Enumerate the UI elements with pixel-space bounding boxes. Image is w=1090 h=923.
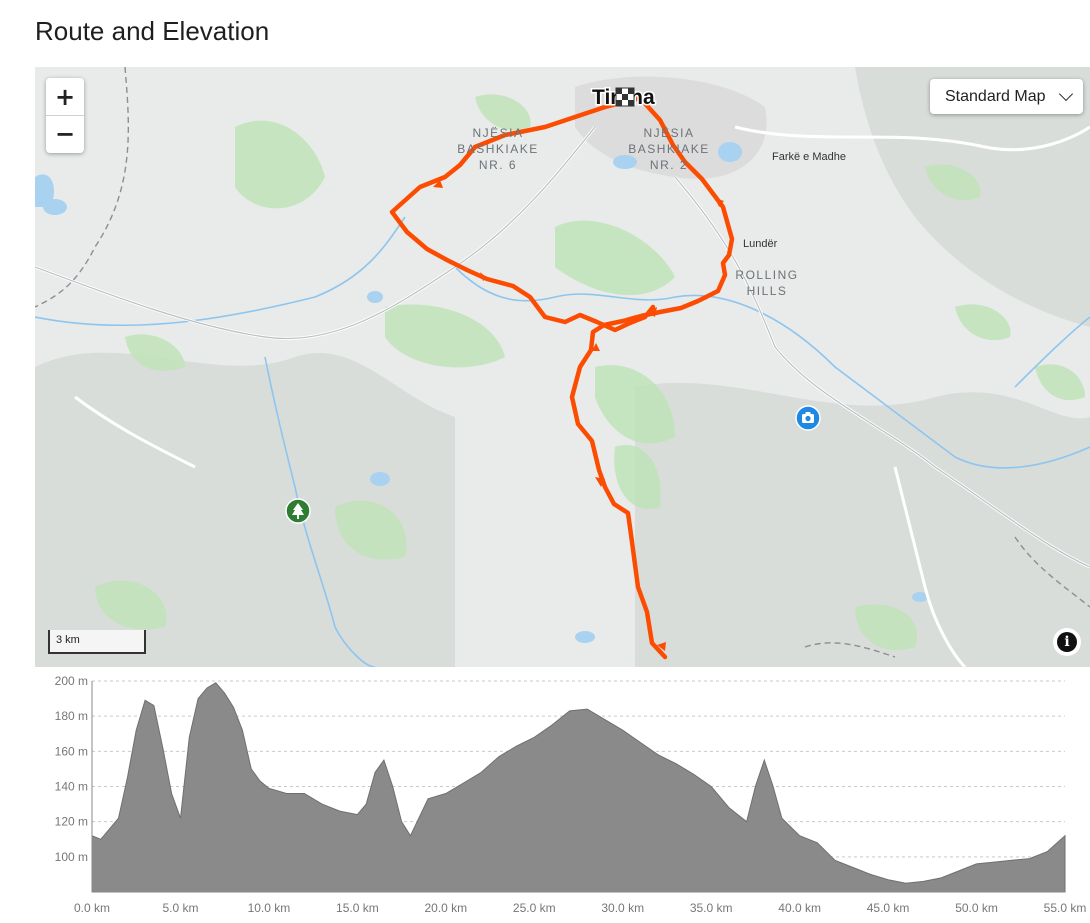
label-district2-line2: BASHKIAKE [628,142,710,156]
page-title: Route and Elevation [35,16,270,46]
label-rolling-line1: ROLLING [735,268,798,282]
label-rolling-line2: HILLS [747,284,788,298]
x-tick-label: 40.0 km [778,901,821,915]
y-tick-label: 180 m [55,709,88,723]
zoom-out-button[interactable]: − [46,115,84,152]
x-tick-label: 45.0 km [867,901,910,915]
checkered-flag-icon[interactable] [615,87,635,107]
label-district6-line3: NR. 6 [479,158,517,172]
zoom-controls: + − [46,78,84,153]
map-type-select[interactable]: Standard Map [930,79,1083,114]
x-tick-label: 20.0 km [424,901,467,915]
elevation-chart[interactable]: 200 m 180 m 160 m 140 m 120 m 100 m 0.0 km 5.0 … [0,667,1090,923]
y-tick-label: 200 m [55,674,88,688]
y-tick-label: 160 m [55,744,88,758]
x-tick-label: 5.0 km [162,901,198,915]
x-tick-label: 35.0 km [690,901,733,915]
x-tick-label: 50.0 km [955,901,998,915]
label-district6-line2: BASHKIAKE [457,142,539,156]
camera-icon[interactable] [795,405,821,431]
x-tick-label: 30.0 km [601,901,644,915]
map-type-label: Standard Map [945,87,1046,105]
y-tick-label: 140 m [55,780,88,794]
route-map[interactable]: NJËSIA BASHKIAKE NR. 6 NJËSIA BASHKIAKE … [35,67,1090,667]
info-button[interactable]: i [1053,628,1081,656]
x-tick-label: 10.0 km [248,901,291,915]
elevation-area [91,682,1066,893]
label-farke: Farkë e Madhe [772,151,846,163]
info-icon: i [1057,632,1077,652]
x-tick-label: 15.0 km [336,901,379,915]
x-tick-label: 25.0 km [513,901,556,915]
x-tick-label: 55.0 km [1044,901,1087,915]
zoom-in-button[interactable]: + [54,82,76,111]
y-tick-label: 120 m [55,815,88,829]
chevron-down-icon [1058,86,1074,102]
label-lunder: Lundër [743,238,778,250]
label-district2-line3: NR. 2 [650,158,688,172]
label-district6-line1: NJËSIA [472,126,523,140]
label-district2-line1: NJËSIA [643,126,694,140]
x-tick-label: 0.0 km [74,901,110,915]
map-canvas[interactable]: NJËSIA BASHKIAKE NR. 6 NJËSIA BASHKIAKE … [35,67,1090,667]
map-scale: 3 km [48,630,146,654]
tree-icon[interactable] [285,498,311,524]
y-tick-label: 100 m [55,850,88,864]
